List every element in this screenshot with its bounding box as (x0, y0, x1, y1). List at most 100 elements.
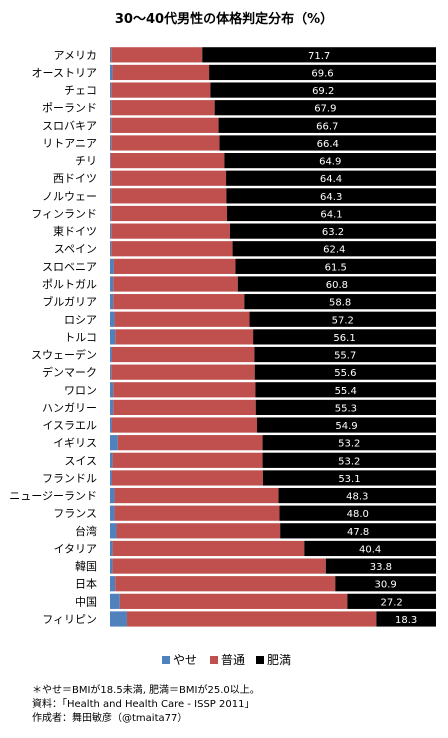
bar-segment-obese (237, 276, 436, 292)
bar-segment-obese (253, 329, 436, 345)
data-label: 18.3 (395, 615, 417, 626)
bar-segment-normal (113, 399, 256, 416)
bar-segment-thin (110, 329, 116, 345)
bar-segment-normal (115, 329, 254, 345)
bar-segment-normal (111, 364, 255, 380)
category-label: スロベニア (42, 260, 97, 273)
bar-segment-thin (110, 205, 112, 222)
data-label: 33.8 (370, 562, 392, 573)
category-label: ハンガリー (42, 401, 97, 414)
data-label: 57.2 (332, 315, 354, 326)
bar-segment-obese (262, 452, 436, 468)
data-label: 48.3 (346, 492, 368, 503)
category-label: 西ドイツ (53, 172, 97, 185)
data-label: 71.7 (308, 51, 330, 62)
category-label: フィリピン (42, 613, 97, 626)
bar-segment-obese (244, 294, 436, 310)
bar-segment-thin (110, 540, 113, 557)
bar-segment-obese (347, 593, 436, 609)
bar-segment-thin (110, 611, 127, 627)
bar-segment-thin (110, 435, 118, 451)
bar-segment-thin (110, 47, 112, 63)
bar-segment-normal (112, 540, 305, 557)
bar-segment-obese (255, 382, 436, 398)
bar-segment-normal (111, 205, 228, 222)
data-label: 55.3 (335, 403, 357, 414)
category-label: 東ドイツ (53, 225, 97, 238)
data-label: 66.4 (317, 139, 339, 150)
bar-segment-obese (279, 505, 436, 521)
bar-segment-normal (114, 487, 279, 504)
bar-segment-normal (112, 64, 210, 81)
data-label: 53.2 (338, 439, 360, 450)
category-label: スペイン (54, 243, 97, 256)
bar-segment-normal (113, 294, 245, 310)
bar-segment-normal (111, 135, 220, 151)
bar-segment-thin (110, 593, 120, 609)
bar-segment-normal (111, 188, 227, 204)
bar-segment-obese (262, 470, 436, 486)
bar-segment-obese (232, 241, 436, 257)
category-label: ワロン (64, 384, 97, 397)
bar-segment-thin (110, 170, 112, 186)
bar-segment-thin (110, 188, 112, 204)
category-label: チリ (75, 155, 97, 168)
data-label: 47.8 (347, 527, 369, 538)
bar-segment-obese (304, 540, 436, 557)
category-label: ポーランド (42, 102, 97, 115)
bar-segment-normal (111, 82, 211, 98)
category-label: ニュージーランド (9, 490, 97, 503)
legend-swatch-thin (162, 656, 170, 664)
bar-segment-normal (111, 470, 263, 486)
category-label: 台湾 (75, 524, 97, 538)
bar-segment-obese (226, 188, 436, 204)
note-bmi-definition: ＊やせ＝BMIが18.5未満, 肥満＝BMIが25.0以上。 (32, 685, 260, 696)
category-label: スイス (64, 454, 97, 467)
bar-segment-normal (112, 558, 326, 574)
bar-segment-thin (110, 399, 114, 416)
legend-label-normal: 普通 (221, 653, 245, 667)
note-author: 作成者：舞田敏彦（@tmaita77） (32, 713, 188, 724)
data-label: 40.4 (359, 544, 381, 555)
bar-segment-thin (110, 346, 112, 363)
category-label: ブルガリア (42, 295, 97, 309)
category-label: フランス (53, 507, 97, 520)
bar-segment-thin (110, 152, 111, 169)
category-label: リトアニア (42, 137, 97, 150)
bar-segment-obese (376, 611, 436, 627)
bar-segment-thin (110, 505, 115, 521)
bar-segment-thin (110, 558, 113, 574)
category-label: イギリス (53, 437, 97, 450)
data-label: 64.3 (320, 192, 342, 203)
bar-segment-thin (110, 452, 113, 468)
bar-segment-obese (210, 82, 436, 98)
bar-segment-obese (262, 435, 436, 451)
bar-segment-obese (218, 117, 436, 133)
plot-area: アメリカ 71.7 オーストリア 69.6 チェコ 69.2 ポーランド 67.9 スロバキア 6… (9, 47, 436, 627)
bar-segment-normal (114, 505, 280, 521)
legend-swatch-normal (210, 656, 218, 664)
data-label: 63.2 (322, 227, 344, 238)
bar-segment-thin (110, 135, 112, 151)
data-label: 58.8 (329, 298, 351, 309)
bar-segment-normal (110, 152, 225, 169)
bar-segment-obese (280, 523, 436, 539)
bar-segment-obese (254, 364, 436, 380)
bar-segment-thin (110, 258, 114, 274)
bar-segment-thin (110, 100, 112, 116)
category-label: トルコ (64, 331, 97, 344)
bar-segment-obese (209, 64, 436, 81)
bar-segment-thin (110, 487, 115, 504)
category-label: オーストリア (32, 66, 97, 79)
bar-segment-normal (111, 170, 227, 186)
bar-segment-normal (111, 47, 203, 63)
bar-segment-obese (278, 487, 436, 504)
bar-segment-thin (110, 470, 112, 486)
bar-segment-thin (110, 276, 114, 292)
bar-segment-normal (111, 417, 258, 433)
bar-segment-thin (110, 382, 114, 398)
bar-segment-thin (110, 364, 112, 380)
bar-segment-normal (111, 100, 215, 116)
data-label: 53.2 (338, 456, 360, 467)
data-label: 54.9 (335, 421, 357, 432)
